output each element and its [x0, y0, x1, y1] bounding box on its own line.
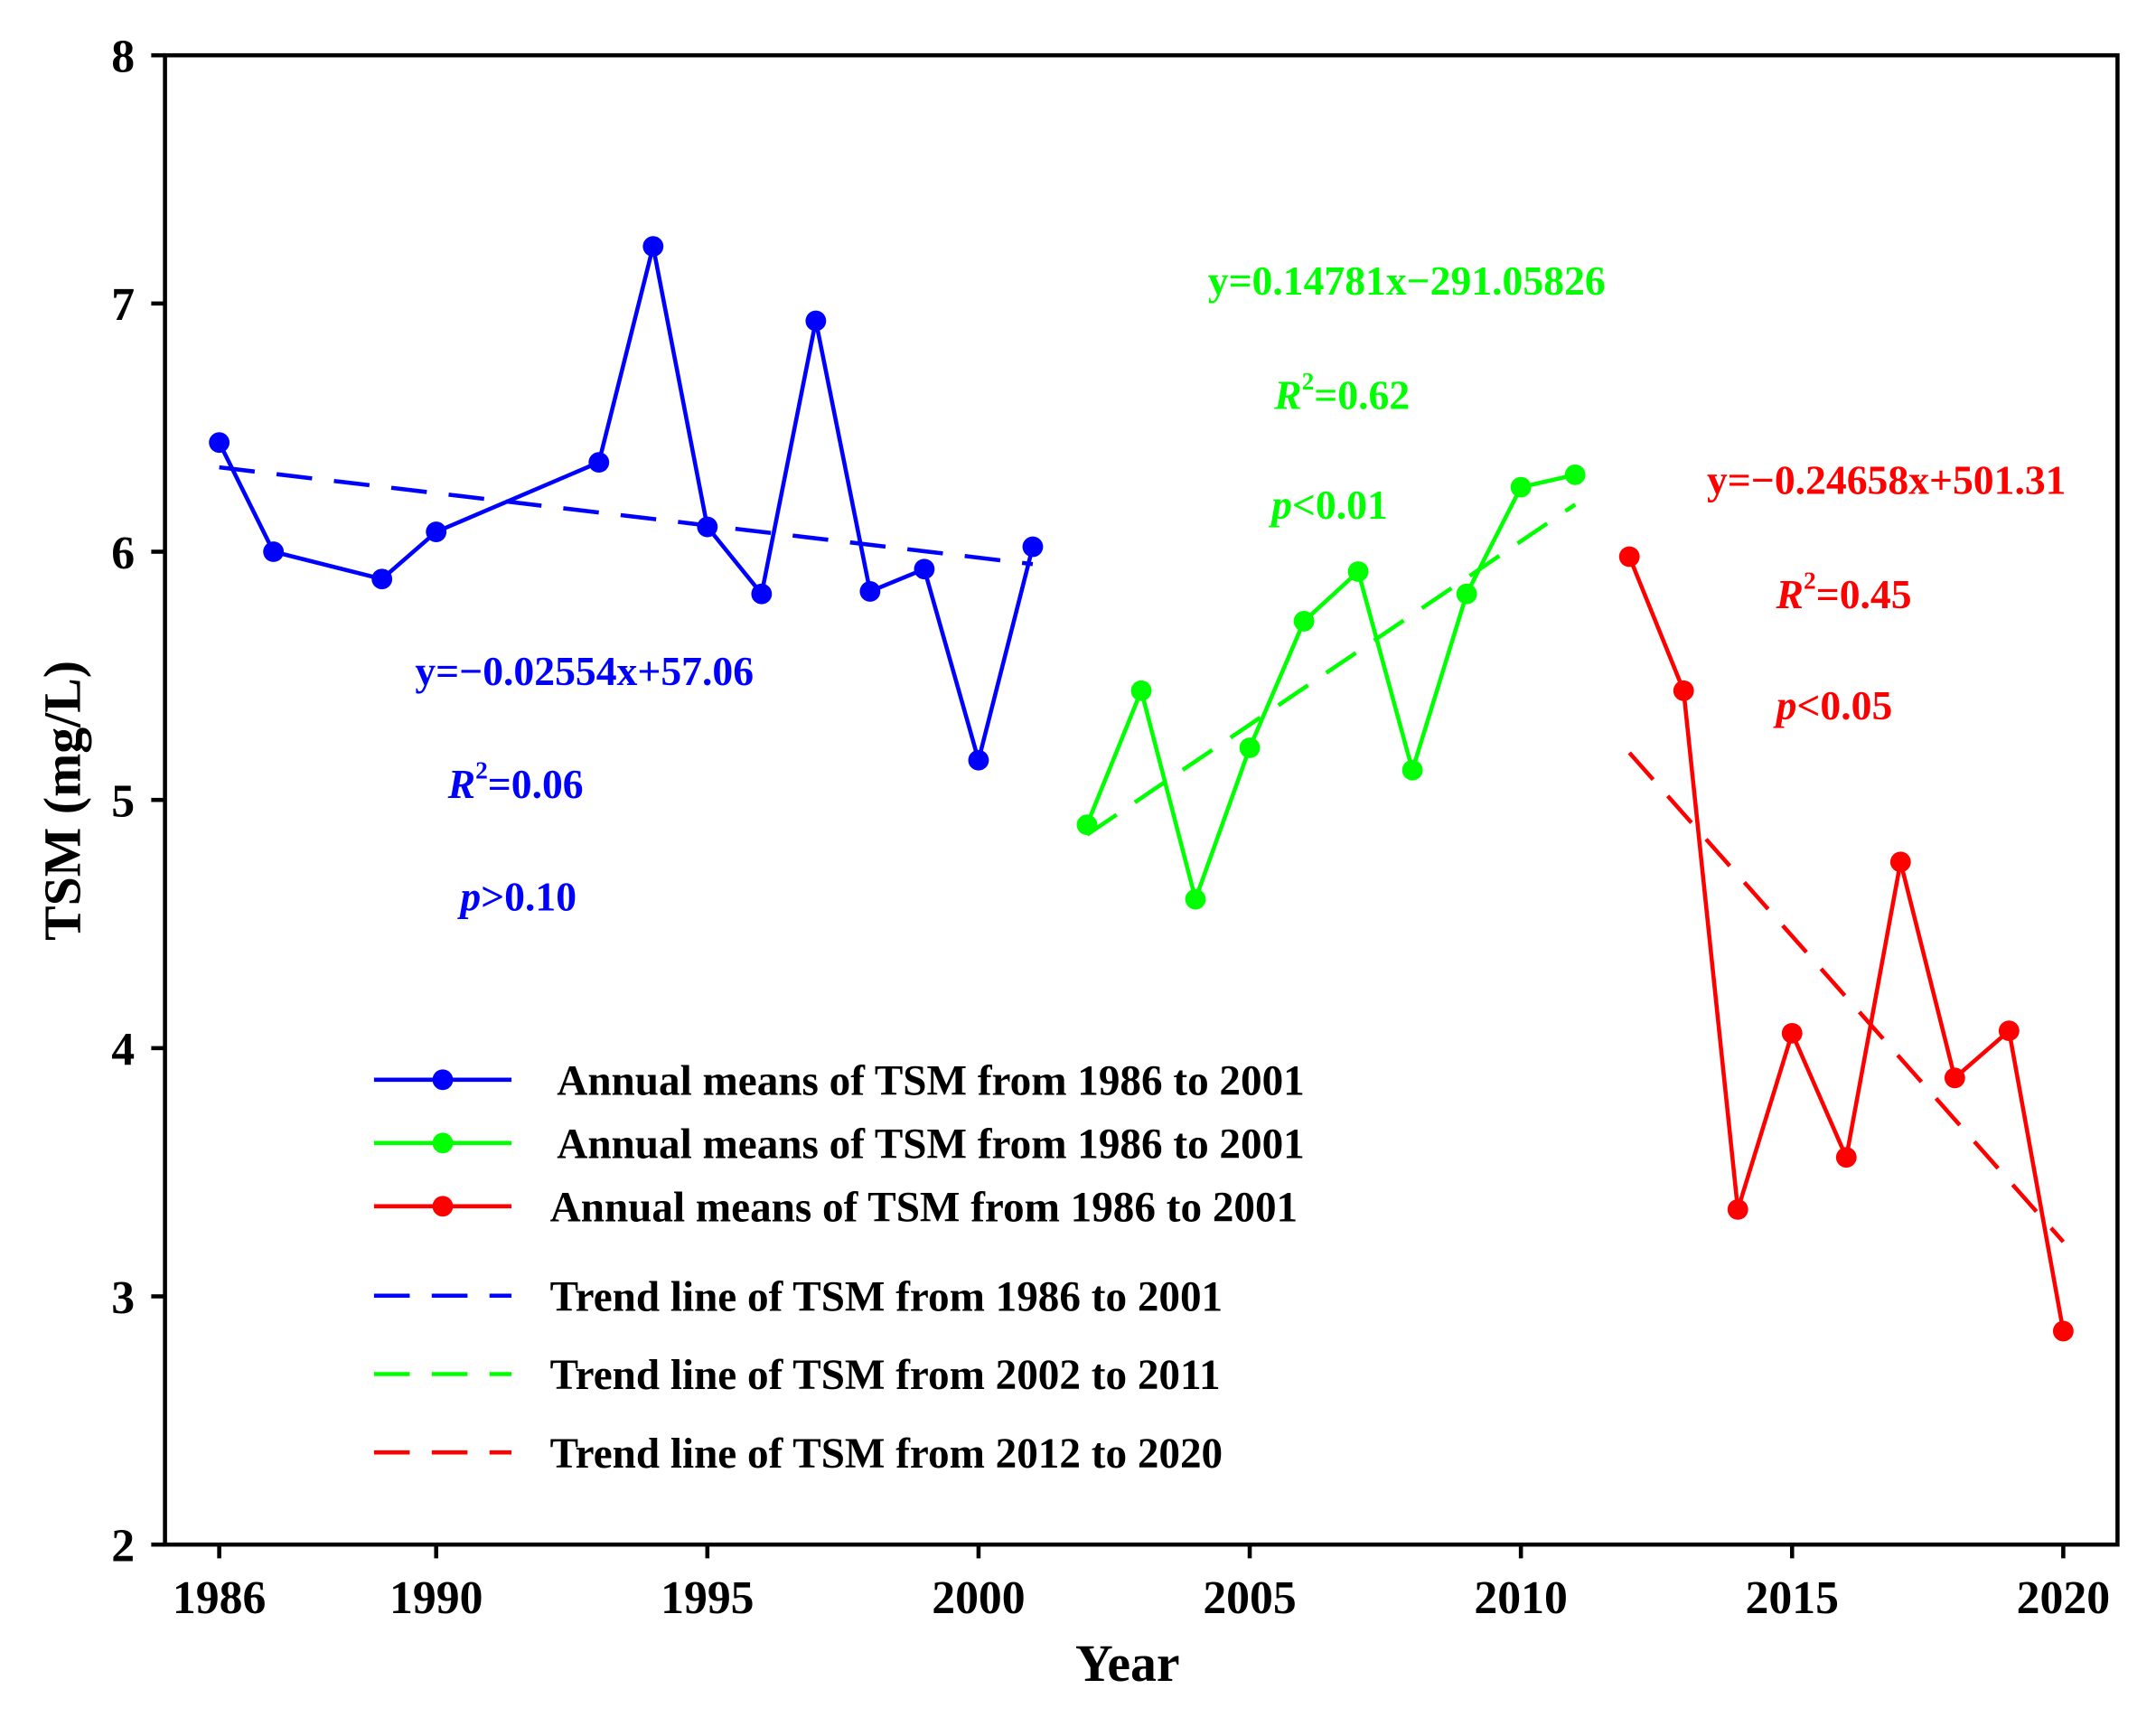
r2-sup: 2 [1302, 368, 1315, 395]
data-point [805, 310, 827, 332]
data-point [1944, 1067, 1965, 1089]
data-point [1510, 476, 1532, 498]
p-text: <0.05 [1796, 682, 1892, 728]
legend-marker [432, 1132, 454, 1154]
data-point [588, 452, 610, 474]
r2-label: R [1273, 371, 1301, 418]
y-tick-label: 8 [111, 31, 135, 82]
data-point [1889, 851, 1911, 873]
p-value: p<0.05 [1773, 682, 1893, 728]
data-point [1673, 680, 1694, 701]
series-line [1084, 473, 1576, 906]
x-tick-label: 1995 [661, 1572, 754, 1624]
data-point [1347, 561, 1369, 582]
data-point [1835, 1147, 1857, 1168]
r2-value: =0.62 [1314, 371, 1410, 418]
series-line [1627, 556, 2066, 1332]
legend-label: Annual means of TSM from 1986 to 2001 [557, 1121, 1304, 1168]
legend-label: Trend line of TSM from 2002 to 2011 [550, 1352, 1221, 1399]
equation: y=0.14781x−291.05826 [1208, 258, 1606, 304]
y-tick-label: 5 [111, 775, 135, 827]
y-tick-label: 7 [111, 279, 135, 331]
data-point [209, 432, 230, 454]
y-tick-label: 4 [111, 1024, 135, 1075]
data-point [914, 558, 935, 580]
x-tick-label: 2015 [1746, 1572, 1839, 1624]
data-point [1998, 1020, 2020, 1042]
legend-marker [432, 1196, 454, 1217]
x-tick-label: 2000 [932, 1572, 1025, 1624]
trend-line [1627, 751, 2066, 1243]
y-tick-label: 3 [111, 1272, 135, 1324]
p-text: <0.01 [1292, 482, 1388, 528]
p-value: p>0.10 [456, 874, 576, 920]
p-label: p [1268, 482, 1292, 528]
x-tick-label: 1990 [389, 1572, 483, 1624]
legend-marker [432, 1069, 454, 1091]
data-point [1564, 464, 1586, 485]
equation: y=−0.02554x+57.06 [415, 648, 754, 694]
y-axis-title: TSM (mg/L) [33, 661, 91, 941]
r2-label: R [1776, 571, 1804, 617]
y-tick-label: 6 [111, 528, 135, 579]
data-point [2052, 1320, 2074, 1342]
x-tick-label: 2005 [1203, 1572, 1296, 1624]
trend-line [219, 464, 1034, 567]
r-squared: R2=0.06 [447, 757, 584, 807]
equation: y=−0.24658x+501.31 [1707, 457, 2067, 503]
p-label: p [1773, 682, 1797, 728]
data-point [1618, 546, 1640, 568]
data-point [1781, 1022, 1803, 1044]
p-text: >0.10 [481, 874, 576, 920]
data-point [1185, 888, 1206, 910]
data-point [968, 749, 989, 771]
legend-label: Annual means of TSM from 1986 to 2001 [557, 1058, 1304, 1105]
r2-sup: 2 [475, 757, 488, 784]
legend-label: Trend line of TSM from 2012 to 2020 [550, 1431, 1223, 1478]
y-tick-label: 2 [111, 1520, 135, 1572]
data-point [1401, 759, 1423, 781]
data-point [371, 568, 393, 590]
trend-line [1085, 502, 1577, 837]
x-tick-label: 1986 [173, 1572, 266, 1624]
data-point [426, 521, 447, 542]
r-squared: R2=0.45 [1776, 568, 1912, 617]
data-point [263, 541, 285, 562]
r-squared: R2=0.62 [1273, 368, 1410, 418]
data-point [642, 236, 664, 258]
x-axis-title: Year [1075, 1634, 1180, 1693]
data-point [859, 581, 881, 602]
data-point [751, 583, 773, 605]
p-label: p [456, 874, 481, 920]
legend-label: Annual means of TSM from 1986 to 2001 [550, 1185, 1298, 1232]
legend-label: Trend line of TSM from 1986 to 2001 [550, 1273, 1223, 1320]
r2-sup: 2 [1804, 568, 1816, 595]
x-tick-label: 2010 [1474, 1572, 1567, 1624]
data-point [1456, 583, 1477, 605]
x-tick-label: 2020 [2017, 1572, 2110, 1624]
data-point [1022, 536, 1044, 558]
data-point [1239, 737, 1261, 758]
r2-value: =0.06 [488, 761, 584, 807]
r2-value: =0.45 [1816, 571, 1912, 617]
p-value: p<0.01 [1268, 482, 1388, 528]
data-point [1293, 611, 1315, 632]
data-point [1130, 680, 1152, 701]
r2-label: R [447, 761, 475, 807]
data-point [1727, 1198, 1748, 1220]
